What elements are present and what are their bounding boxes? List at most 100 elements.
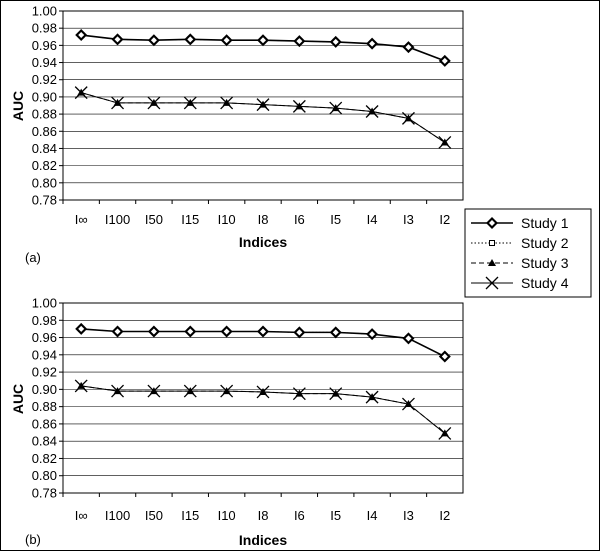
series-line-study-4	[81, 92, 446, 143]
point-study-3	[295, 102, 304, 110]
x-tick-label: I15	[181, 508, 199, 523]
x-tick-label: I2	[439, 508, 450, 523]
y-tick-label: 0.96	[32, 38, 57, 53]
x-tick-label: I5	[330, 508, 341, 523]
point-study-3	[186, 98, 195, 106]
point-study-1-center	[296, 329, 303, 336]
x-tick-label: I∞	[75, 212, 88, 227]
point-study-1-center	[223, 37, 230, 44]
point-study-3	[222, 98, 231, 106]
y-tick-label: 0.82	[32, 158, 57, 173]
point-study-1-center	[441, 57, 448, 64]
y-tick-label: 0.94	[32, 347, 57, 362]
x-tick-label: I4	[367, 212, 378, 227]
legend-label-study-2: Study 2	[521, 235, 569, 251]
chart-panel-a: 0.78 0.80 0.82 0.84 0.86 0.88 0.90 0.92 0.94 0.96…	[10, 4, 464, 265]
y-tick-label: 0.90	[32, 89, 57, 104]
legend-marker-study-2	[489, 240, 495, 246]
point-study-3	[113, 387, 122, 395]
panel-label: (a)	[25, 250, 41, 265]
plot-frame	[62, 302, 464, 494]
legend-label-study-1: Study 1	[521, 215, 569, 231]
y-tick-label: 0.98	[32, 21, 57, 36]
point-study-3	[222, 387, 231, 395]
y-tick-label: 0.80	[32, 175, 57, 190]
y-tick-label: 0.84	[32, 434, 57, 449]
y-tick-label: 0.78	[32, 193, 57, 208]
point-study-1-center	[332, 38, 339, 45]
x-tick-label: I100	[105, 508, 130, 523]
y-axis-title: AUC	[10, 384, 26, 414]
y-tick-label: 0.88	[32, 399, 57, 414]
point-study-3	[259, 387, 267, 395]
point-study-1-center	[260, 328, 266, 335]
point-study-3	[404, 400, 413, 408]
legend-marker-study-4	[485, 276, 499, 290]
point-study-3	[295, 389, 304, 397]
y-tick-label: 0.92	[32, 72, 57, 87]
point-study-1-center	[187, 328, 194, 335]
point-study-3	[440, 138, 449, 146]
point-study-3	[149, 387, 158, 395]
y-axis-title: AUC	[10, 91, 26, 121]
point-study-3	[77, 381, 86, 389]
legend-marker-study-3	[488, 259, 496, 266]
point-study-1-center	[369, 40, 376, 47]
legend-marker-study-1-center	[489, 220, 495, 226]
y-tick-label: 0.86	[32, 416, 57, 431]
y-tick-label: 0.94	[32, 55, 57, 70]
point-study-1-center	[260, 37, 266, 44]
point-study-3	[149, 98, 158, 106]
point-study-3	[368, 107, 377, 115]
x-tick-label: I3	[403, 508, 414, 523]
legend-label-study-4: Study 4	[521, 275, 569, 291]
y-tick-label: 0.96	[32, 330, 57, 345]
point-study-1-center	[441, 353, 448, 360]
point-study-3	[77, 88, 86, 96]
point-study-3	[440, 429, 449, 437]
panel-label: (b)	[25, 532, 41, 547]
point-study-1-center	[296, 38, 303, 45]
point-study-1-center	[405, 335, 412, 342]
point-study-1-center	[187, 36, 194, 43]
x-tick-label: I10	[218, 508, 236, 523]
plot-frame	[62, 10, 464, 201]
point-study-3	[259, 100, 267, 108]
y-tick-label: 0.80	[32, 468, 57, 483]
point-study-3	[331, 389, 340, 397]
x-tick-label: I8	[258, 212, 269, 227]
point-study-3	[186, 387, 195, 395]
x-axis-title: Indices	[239, 234, 287, 250]
series-line-study-3	[81, 92, 446, 143]
x-tick-label: I∞	[75, 508, 88, 523]
point-study-1-center	[150, 328, 157, 335]
x-tick-label: I4	[367, 508, 378, 523]
y-tick-label: 1.00	[32, 4, 57, 19]
point-study-1-center	[114, 328, 121, 335]
point-study-1-center	[78, 325, 85, 332]
x-tick-label: I15	[181, 212, 199, 227]
y-tick-label: 0.84	[32, 141, 57, 156]
point-study-1-center	[223, 328, 230, 335]
x-tick-label: I2	[439, 212, 450, 227]
point-study-3	[113, 98, 122, 106]
y-tick-label: 0.82	[32, 451, 57, 466]
x-tick-label: I8	[258, 508, 269, 523]
x-tick-label: I100	[105, 212, 130, 227]
point-study-3	[404, 114, 413, 122]
x-tick-label: I50	[145, 508, 163, 523]
legend: Study 1 Study 2 Study 3 Study 4	[464, 208, 592, 298]
point-study-1-center	[405, 44, 412, 51]
point-study-1-center	[150, 37, 157, 44]
x-axis-title: Indices	[239, 532, 287, 548]
y-tick-label: 1.00	[32, 296, 57, 311]
point-study-1-center	[114, 36, 121, 43]
x-tick-label: I10	[218, 212, 236, 227]
x-tick-label: I5	[330, 212, 341, 227]
x-tick-label: I6	[294, 508, 305, 523]
y-tick-label: 0.90	[32, 382, 57, 397]
point-study-1-center	[78, 32, 85, 39]
point-study-1-center	[332, 329, 339, 336]
